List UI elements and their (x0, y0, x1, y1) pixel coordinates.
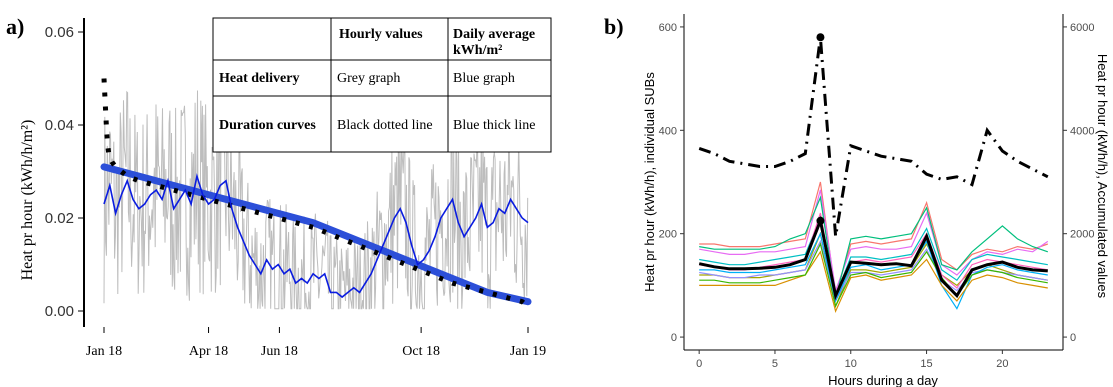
panel-b-xlabel: Hours during a day (828, 373, 938, 387)
individual-sub-line (699, 181, 1048, 296)
panel-b: b) Heat pr hour (kWh/h), individual SUBs… (604, 14, 1110, 387)
duration-curve-daily-blue-thick (100, 163, 532, 306)
panel-b-y2tick-label: 4000 (1070, 125, 1094, 137)
panel-b-y2tick-label: 2000 (1070, 229, 1094, 241)
panel-a-xtick-label: Jan 19 (510, 344, 546, 359)
panel-a: a) Heat pr hour (kWh/h/m²) 0.000.020.040… (6, 14, 552, 359)
panel-a-xtick-label: Oct 18 (402, 344, 440, 359)
panel-b-series (698, 33, 1049, 314)
panel-a-ylabel: Heat pr hour (kWh/h/m²) (19, 120, 36, 281)
peak-point-average (816, 216, 825, 225)
panel-a-x-ticks: Jan 18 Apr 18 Jun 18 Oct 18 Jan 19 (86, 327, 546, 359)
panel-b-xtick-label: 20 (996, 358, 1008, 370)
panel-a-xtick-label: Jan 18 (86, 344, 122, 359)
panel-a-ytick-label: 0.06 (45, 24, 74, 41)
panel-b-ylabel-right: Heat pr hour (kWh/h), Accumulated values (1095, 54, 1110, 299)
daily-heat-delivery-blue (103, 172, 529, 299)
panel-b-xtick-label: 0 (696, 358, 702, 370)
individual-sub-line (699, 216, 1048, 298)
panel-b-ytick-label: 400 (659, 125, 677, 137)
panel-a-xtick-label: Jun 18 (261, 344, 298, 359)
panel-a-ytick-label: 0.04 (45, 117, 74, 134)
panel-b-xtick-label: 10 (845, 358, 857, 370)
individual-sub-line (699, 250, 1048, 314)
panel-b-y2tick-label: 0 (1070, 332, 1076, 344)
peak-point-accumulated (816, 33, 825, 42)
legend-row2-hourly: Black dotted line (337, 118, 433, 133)
panel-b-ytick-label: 200 (659, 229, 677, 241)
panel-b-xtick-label: 5 (772, 358, 778, 370)
legend-header-hourly: Hourly values (339, 27, 423, 42)
panel-a-y-ticks: 0.00 0.02 0.04 0.06 (45, 24, 84, 320)
average-sub-line (698, 215, 1048, 301)
individual-sub-line (699, 242, 1048, 308)
accumulated-values-dashdot-line (698, 37, 1049, 237)
legend-row1-label: Heat delivery (219, 71, 299, 86)
panel-b-xtick-label: 15 (920, 358, 932, 370)
legend-row1-hourly: Grey graph (337, 71, 400, 86)
panel-b-label: b) (604, 14, 624, 39)
legend-row2-label: Duration curves (219, 118, 316, 133)
legend-row1-daily: Blue graph (453, 71, 515, 86)
panel-a-ytick-label: 0.00 (45, 303, 74, 320)
panel-b-ytick-label: 600 (659, 22, 677, 34)
panel-a-series (100, 78, 532, 309)
panel-b-y2tick-label: 6000 (1070, 22, 1094, 34)
individual-sub-line (699, 231, 1048, 310)
panel-a-xtick-label: Apr 18 (189, 344, 228, 359)
individual-sub-line (699, 189, 1049, 291)
panel-b-ylabel-left: Heat pr hour (kWh/h), individual SUBs (642, 72, 657, 292)
panel-a-ytick-label: 0.02 (45, 210, 74, 227)
individual-sub-line (699, 195, 1048, 299)
legend-table: Hourly values Daily average kWh/m² Heat … (212, 17, 552, 153)
panel-a-label: a) (6, 14, 24, 39)
legend-row2-daily: Blue thick line (453, 118, 535, 133)
legend-header-daily: Daily average kWh/m² (453, 27, 539, 58)
panel-b-ytick-label: 0 (671, 332, 677, 344)
duration-curve-hourly-black-dotted (101, 78, 530, 309)
